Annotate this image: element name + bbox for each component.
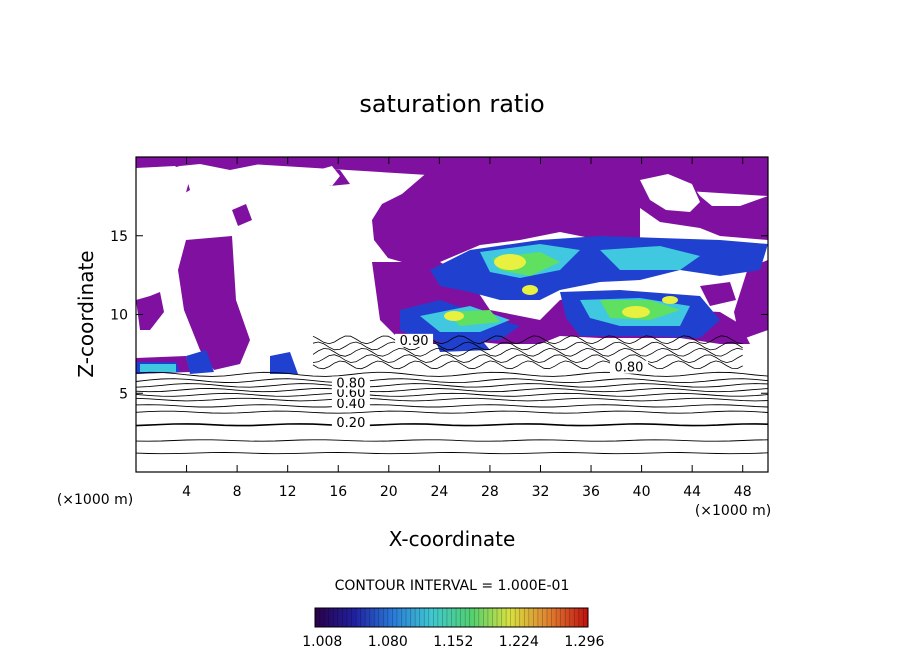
x-axis-label: X-coordinate — [389, 527, 516, 551]
supersaturated-region — [136, 292, 164, 330]
subsaturated-hole — [136, 166, 190, 240]
y-tick-label: 10 — [110, 308, 128, 324]
contour-line — [136, 452, 768, 455]
plot-area: 0.200.400.600.800.800.90 — [136, 157, 768, 472]
subsaturated-hole — [640, 174, 700, 212]
x-unit-left: (×1000 m) — [57, 492, 133, 508]
colorbar: 1.008 1.080 1.152 1.224 1.296 — [302, 607, 604, 650]
supersaturated-region — [136, 157, 470, 186]
y-tick-label: 5 — [119, 386, 128, 402]
subsaturated-hole — [318, 166, 340, 186]
peak-region — [444, 311, 464, 321]
contour-lines — [136, 335, 768, 455]
x-tick-label: 24 — [430, 484, 448, 500]
peak-region — [494, 254, 526, 270]
contour-line — [312, 360, 743, 370]
colorbar-label: 1.296 — [564, 634, 604, 650]
supersaturated-region — [700, 282, 736, 306]
contour-line — [136, 404, 768, 408]
contour-label: 0.80 — [336, 376, 365, 391]
supersaturated-region — [372, 157, 640, 282]
high-region — [140, 364, 176, 372]
contour-line — [136, 439, 768, 442]
contour-label-bg — [609, 360, 648, 374]
peak-region — [622, 306, 650, 318]
supersaturated-region — [232, 204, 252, 226]
contour-label: 0.90 — [400, 334, 429, 349]
contour-line — [136, 423, 768, 427]
x-tick-label: 28 — [481, 484, 499, 500]
colorbar-label: 1.224 — [499, 634, 539, 650]
contour-line — [312, 335, 743, 345]
contour-line — [136, 410, 768, 414]
chart-title: saturation ratio — [359, 90, 544, 118]
x-tick-label: 32 — [532, 484, 550, 500]
y-tick-label: 15 — [110, 229, 128, 245]
x-tick-label: 8 — [233, 484, 242, 500]
contour-line — [136, 371, 768, 377]
contour-line — [136, 378, 768, 384]
colorbar-label: 1.008 — [302, 634, 342, 650]
x-axis-ticks: 4 8 12 16 20 24 28 32 36 40 44 48 — [182, 157, 752, 500]
y-axis-ticks: 5 10 15 — [110, 229, 768, 402]
colorbar-gradient — [314, 607, 589, 628]
contour-interval: CONTOUR INTERVAL = 1.000E-01 — [335, 578, 570, 594]
moderate-region — [270, 352, 298, 374]
moderate-region — [186, 350, 214, 374]
contour-label: 0.40 — [336, 397, 365, 412]
contour-label-bg — [331, 376, 370, 390]
peak-region — [522, 285, 538, 295]
x-tick-label: 16 — [329, 484, 347, 500]
x-tick-label: 36 — [582, 484, 600, 500]
contour-line — [136, 392, 768, 397]
colorbar-labels: 1.008 1.080 1.152 1.224 1.296 — [302, 634, 604, 650]
supersaturated-region — [734, 260, 768, 340]
contour-label-bg — [331, 415, 370, 429]
peak-region — [662, 296, 678, 304]
saturation-field — [136, 157, 768, 374]
colorbar-label: 1.080 — [368, 634, 408, 650]
x-tick-label: 48 — [734, 484, 752, 500]
x-tick-label: 40 — [633, 484, 651, 500]
contour-label: 0.20 — [336, 416, 365, 431]
contour-label-bg — [395, 333, 434, 347]
contour-line — [312, 347, 743, 357]
high-region — [600, 246, 700, 270]
contour-line — [136, 397, 768, 402]
supersaturated-region — [178, 236, 250, 370]
contour-label: 0.60 — [336, 386, 365, 401]
x-tick-label: 12 — [279, 484, 297, 500]
x-unit-right: (×1000 m) — [695, 503, 771, 519]
contour-label-bg — [331, 396, 370, 410]
contour-line — [136, 383, 768, 388]
x-tick-label: 44 — [683, 484, 701, 500]
contour-line — [312, 341, 743, 351]
contour-labels: 0.200.400.600.800.800.90 — [331, 333, 648, 431]
x-tick-label: 4 — [182, 484, 191, 500]
contour-label: 0.80 — [614, 361, 643, 376]
y-axis-label: Z-coordinate — [74, 250, 98, 377]
colorbar-label: 1.152 — [433, 634, 473, 650]
contour-line — [312, 354, 743, 364]
x-tick-label: 20 — [380, 484, 398, 500]
contour-line — [136, 388, 768, 393]
